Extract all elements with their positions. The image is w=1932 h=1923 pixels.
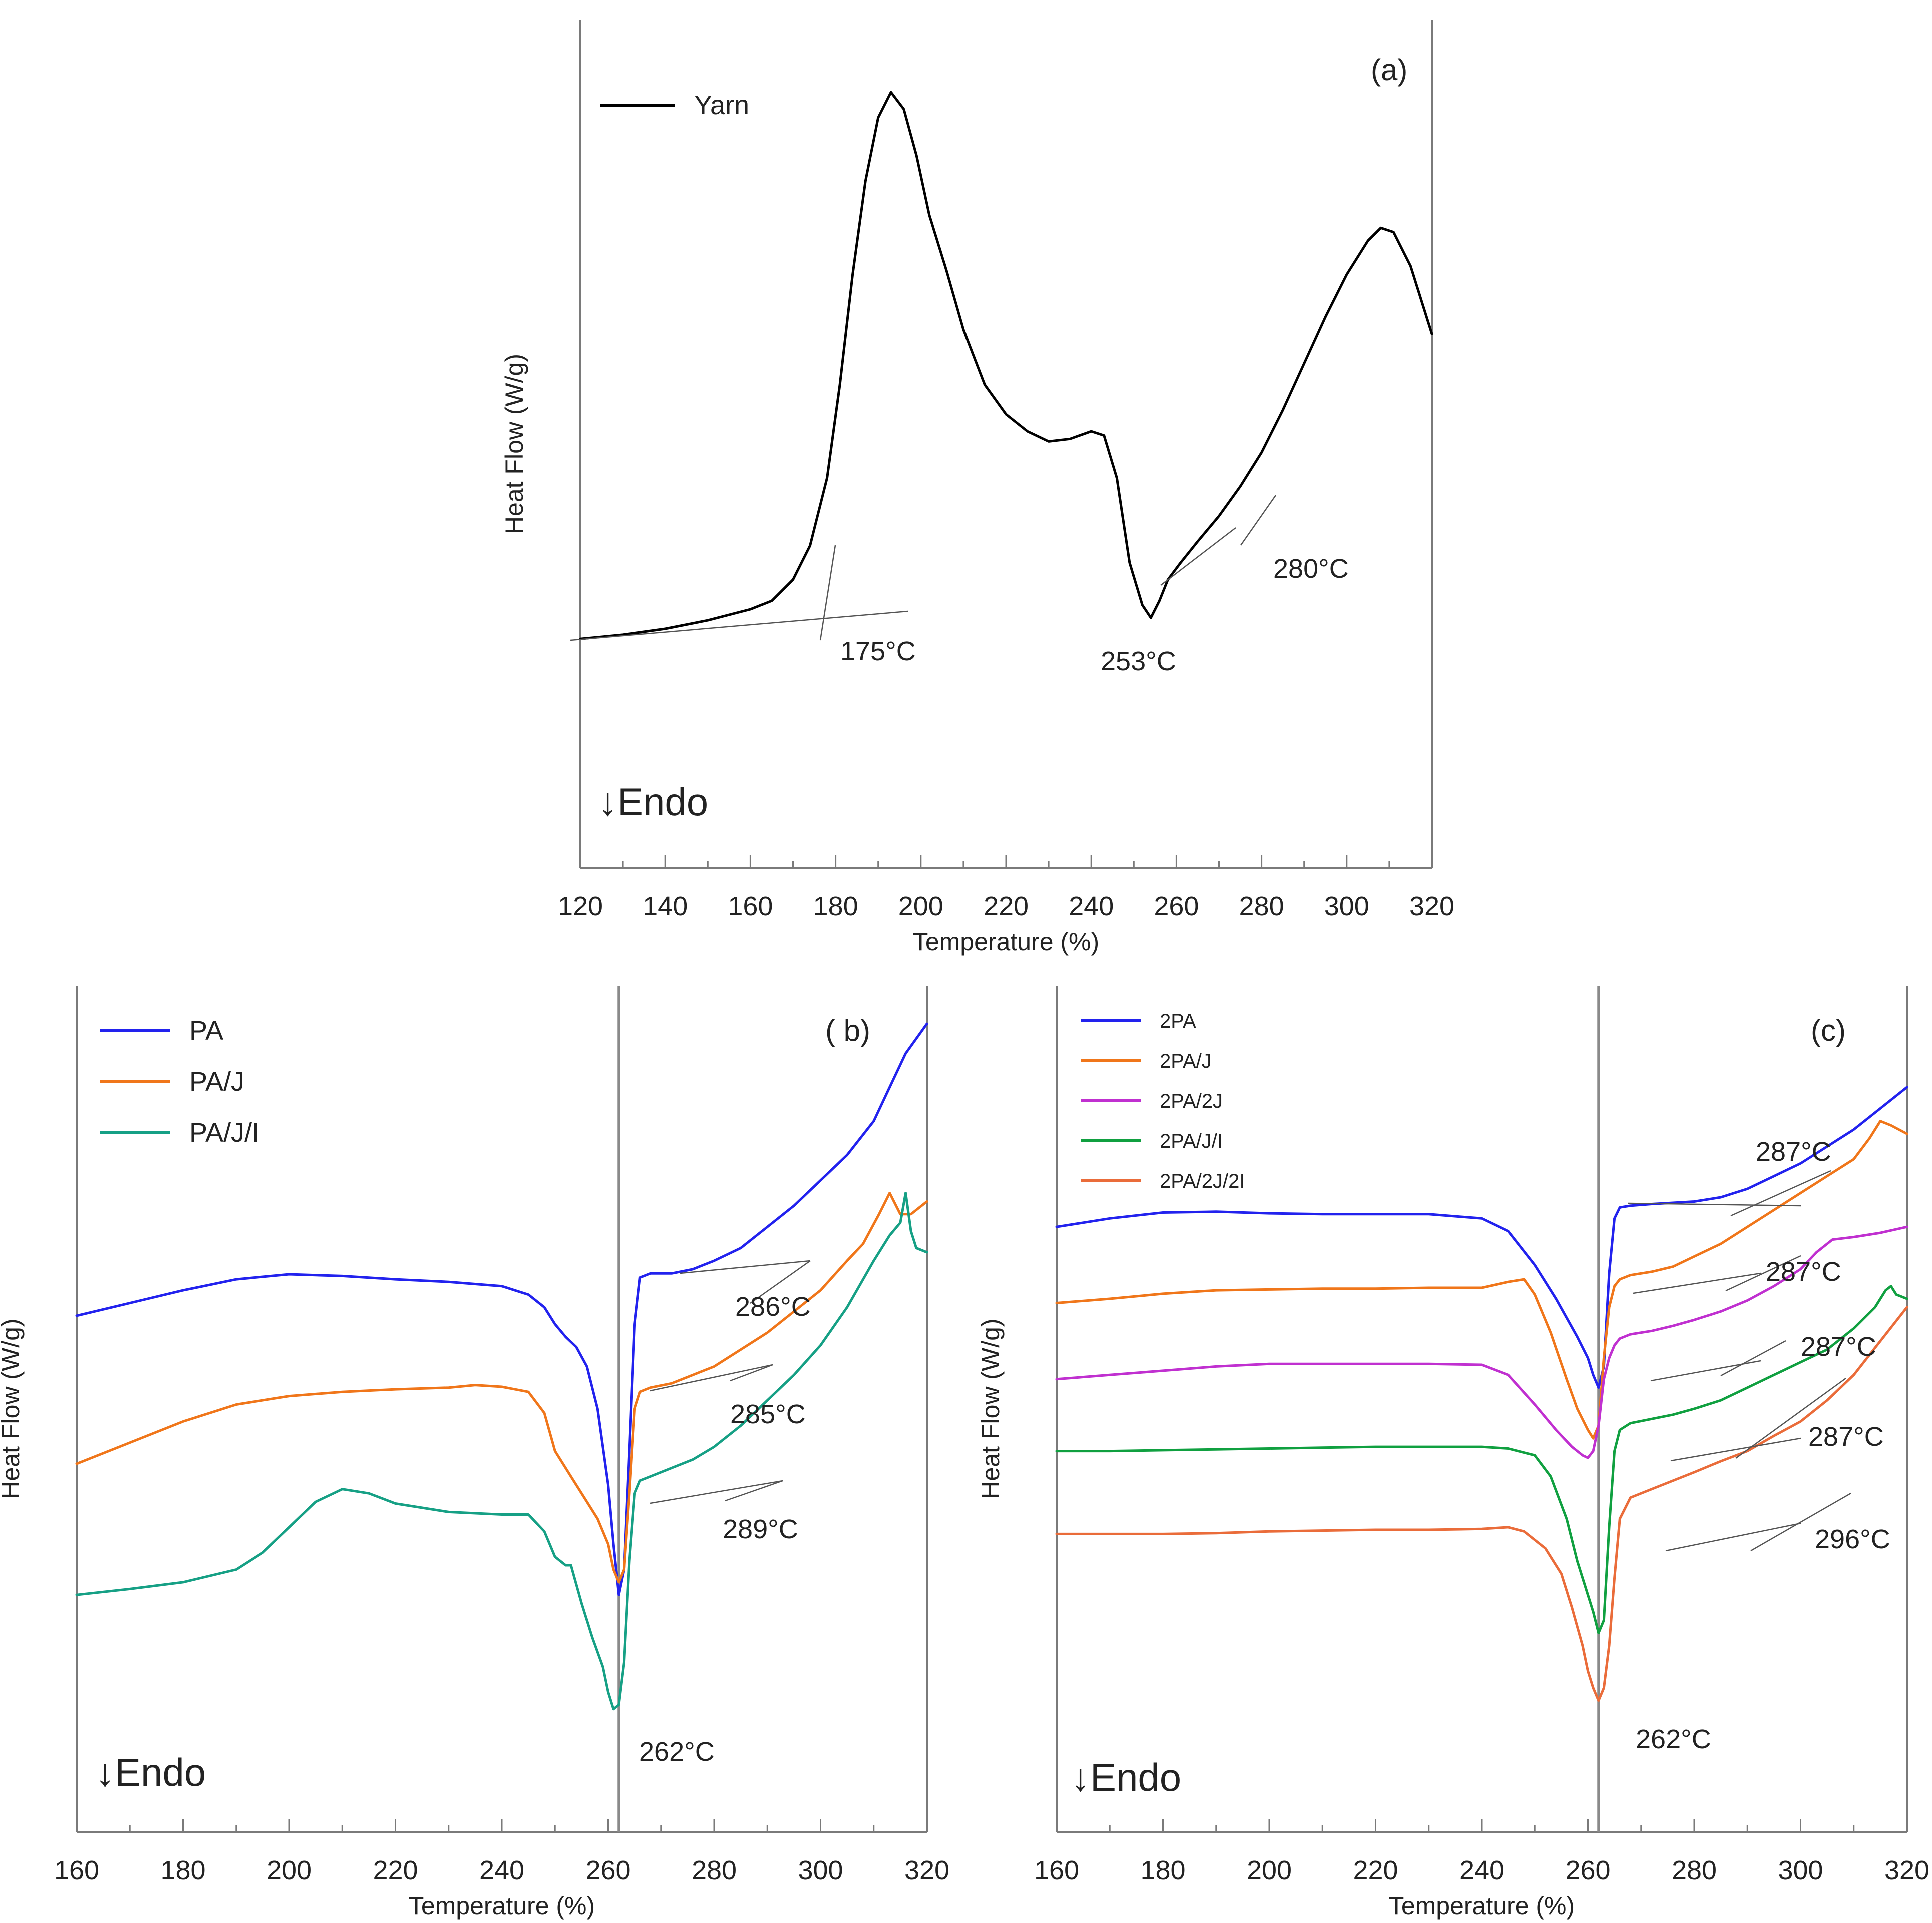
x-axis-label: Temperature (%) <box>409 1892 595 1920</box>
temperature-annotation: 285°C <box>730 1399 806 1429</box>
x-tick-label: 260 <box>585 1855 630 1885</box>
series-line-yarn <box>579 91 1433 640</box>
temperature-annotation: 286°C <box>735 1292 811 1322</box>
x-tick-label: 120 <box>558 891 603 921</box>
onset-tangent-line <box>1730 1170 1831 1217</box>
endo-label: ↓Endo <box>1071 1755 1181 1799</box>
temperature-annotation: 253°C <box>1101 646 1176 676</box>
chart-panel-a: 120 140 160 180 200 220 240 260 280 300 320 Tempera… <box>500 20 1454 956</box>
onset-tangent-line <box>1160 527 1236 586</box>
x-tick-label: 280 <box>1672 1855 1717 1885</box>
endo-label: ↓Endo <box>95 1750 206 1794</box>
series-line-2pa <box>1055 1086 1908 1389</box>
x-tick-label: 180 <box>813 891 858 921</box>
temperature-annotation: 287°C <box>1756 1137 1831 1167</box>
legend-label: Yarn <box>694 90 749 120</box>
temperature-annotation: 296°C <box>1815 1524 1890 1554</box>
y-axis-label: Heat Flow (W/g) <box>500 354 528 534</box>
onset-tangent-line <box>1240 495 1277 546</box>
x-tick-label: 200 <box>1247 1855 1292 1885</box>
x-tick-label: 180 <box>160 1855 205 1885</box>
onset-tangent-line <box>1670 1437 1801 1462</box>
x-tick-label: 220 <box>1353 1855 1398 1885</box>
x-tick-label: 260 <box>1154 891 1199 921</box>
onset-tangent-line <box>1750 1492 1851 1552</box>
x-tick-label: 300 <box>1324 891 1369 921</box>
panel-label: (c) <box>1811 1014 1846 1047</box>
onset-tangent-line <box>1725 1255 1801 1292</box>
onset-tangent-line <box>1720 1340 1786 1377</box>
onset-tangent-line <box>725 1480 783 1502</box>
series-line-2pa-j-i <box>1055 1285 1908 1634</box>
onset-tangent-line <box>650 1480 783 1504</box>
x-axis-label: Temperature (%) <box>1389 1892 1575 1920</box>
temperature-annotation: 287°C <box>1766 1257 1841 1287</box>
x-tick-label: 300 <box>1778 1855 1823 1885</box>
onset-tangent-line <box>730 1364 773 1382</box>
x-axis-label: Temperature (%) <box>913 928 1099 956</box>
temperature-annotation: 175°C <box>840 636 916 666</box>
x-tick-label: 160 <box>54 1855 99 1885</box>
x-tick-label: 200 <box>267 1855 312 1885</box>
legend-label: 2PA <box>1160 1010 1196 1032</box>
series-line-2pa-2j-2i <box>1055 1306 1908 1702</box>
x-tick-label: 160 <box>1034 1855 1079 1885</box>
legend-label: PA/J <box>189 1067 244 1097</box>
onset-tangent-line <box>1628 1202 1801 1207</box>
legend-label: 2PA/2J/2I <box>1160 1170 1245 1192</box>
x-tick-label: 200 <box>898 891 943 921</box>
x-tick-label: 280 <box>1239 891 1284 921</box>
x-tick-label: 300 <box>798 1855 843 1885</box>
y-axis-label: Heat Flow (W/g) <box>977 1318 1005 1499</box>
x-tick-label: 180 <box>1140 1855 1185 1885</box>
panel-label: (a) <box>1371 53 1407 87</box>
x-tick-label: 320 <box>1884 1855 1929 1885</box>
legend-label: 2PA/J/I <box>1160 1130 1223 1152</box>
chart-panel-b: 160 180 200 220 240 260 280 300 320 Temperature (… <box>0 986 949 1920</box>
legend-label: PA <box>189 1016 223 1046</box>
onset-tangent-line <box>819 545 836 641</box>
onset-tangent-line <box>1665 1522 1801 1552</box>
x-tick-label: 220 <box>984 891 1029 921</box>
x-tick-label: 240 <box>1069 891 1114 921</box>
temperature-annotation: 287°C <box>1801 1332 1876 1362</box>
series-line-pa-j <box>75 1192 928 1584</box>
legend-label: PA/J/I <box>189 1118 259 1148</box>
series-line-pa-j-i <box>75 1192 928 1711</box>
temperature-annotation: 280°C <box>1273 554 1349 584</box>
legend-label: 2PA/2J <box>1160 1090 1223 1112</box>
x-tick-label: 140 <box>643 891 688 921</box>
onset-tangent-line <box>1633 1272 1761 1294</box>
onset-tangent-line <box>750 1260 811 1304</box>
chart-panel-c: 160 180 200 220 240 260 280 300 320 Temperature (… <box>977 986 1929 1920</box>
onset-tangent-line <box>1735 1377 1846 1459</box>
x-tick-label: 280 <box>692 1855 737 1885</box>
x-tick-label: 320 <box>1409 891 1454 921</box>
legend-label: 2PA/J <box>1160 1050 1212 1072</box>
y-axis-label: Heat Flow (W/g) <box>0 1318 25 1499</box>
series-line-pa <box>75 1022 928 1596</box>
series-line-2pa-2j <box>1055 1225 1908 1459</box>
temperature-annotation: 262°C <box>639 1737 715 1767</box>
x-tick-label: 320 <box>904 1855 949 1885</box>
x-tick-label: 240 <box>479 1855 524 1885</box>
onset-tangent-line <box>650 1364 773 1392</box>
onset-tangent-line <box>570 610 908 641</box>
x-tick-label: 220 <box>373 1855 418 1885</box>
x-tick-label: 260 <box>1565 1855 1610 1885</box>
onset-tangent-line <box>680 1260 811 1274</box>
temperature-annotation: 262°C <box>1636 1724 1711 1754</box>
temperature-annotation: 287°C <box>1808 1422 1884 1452</box>
endo-label: ↓Endo <box>598 780 708 824</box>
panel-label: ( b) <box>825 1014 870 1047</box>
temperature-annotation: 289°C <box>723 1514 798 1544</box>
x-tick-label: 160 <box>728 891 773 921</box>
x-tick-label: 240 <box>1459 1855 1504 1885</box>
